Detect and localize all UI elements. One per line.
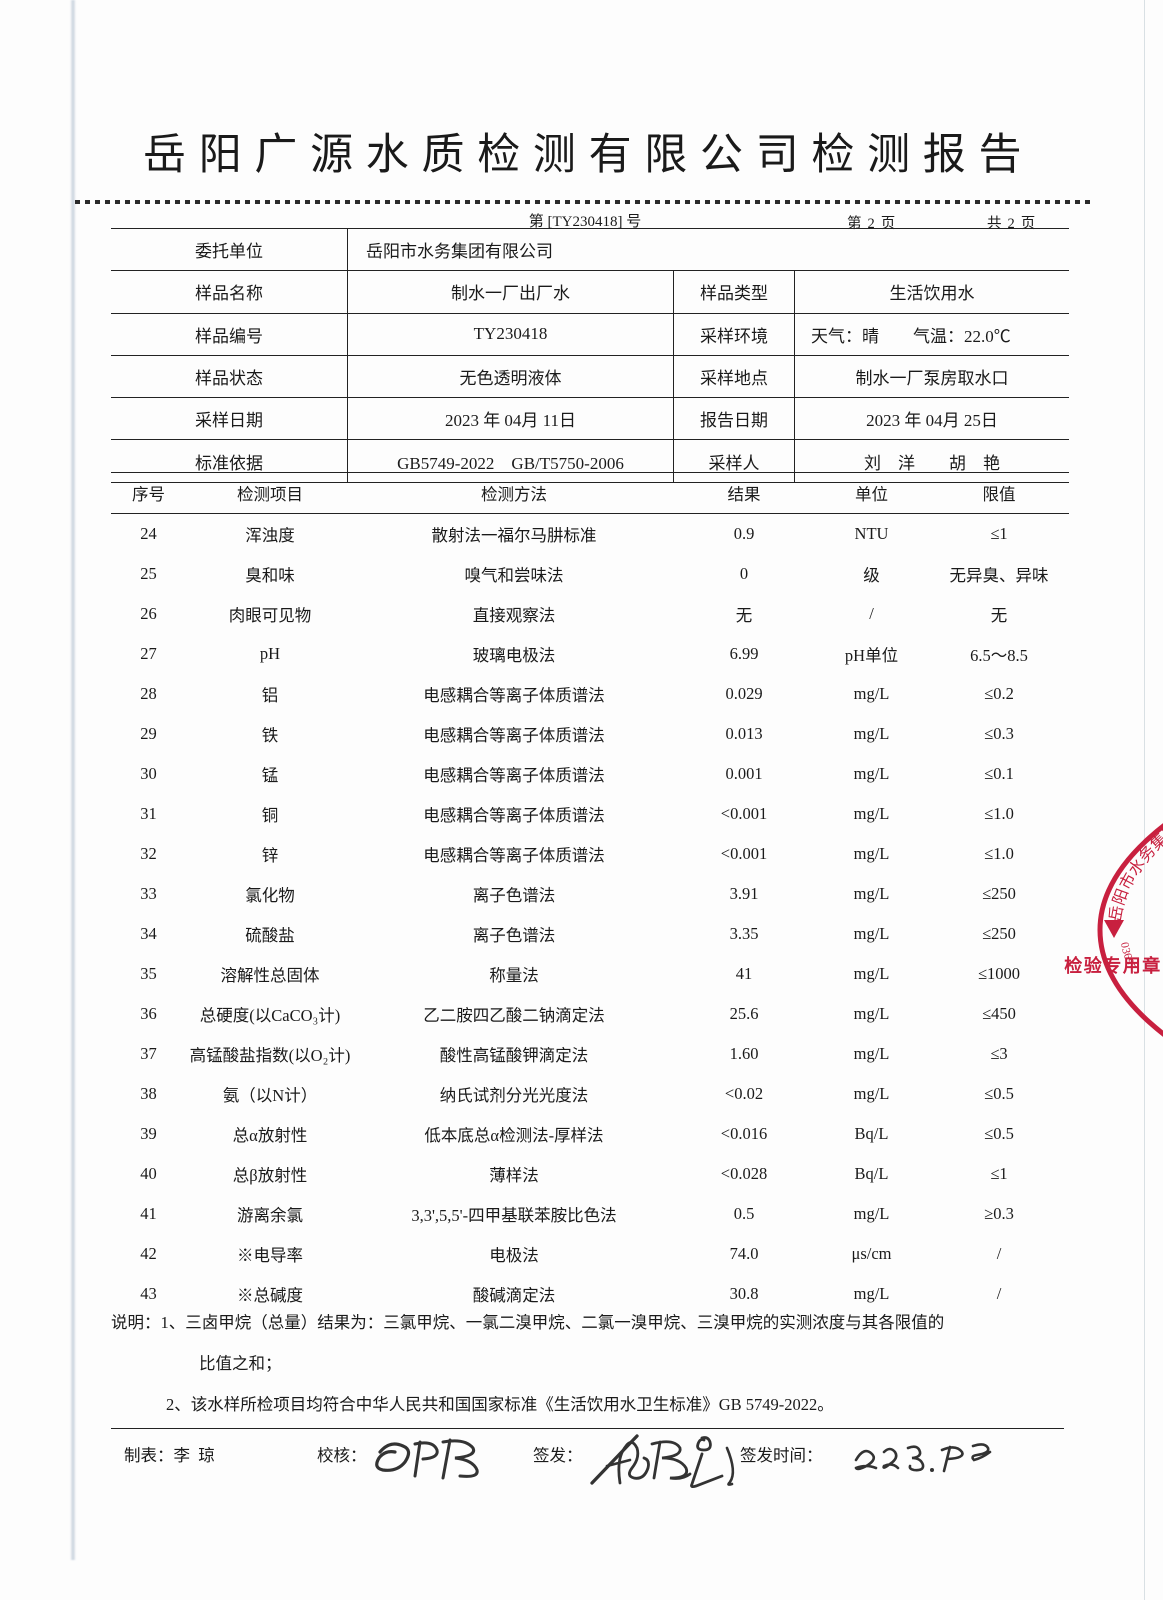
svg-text:岳阳市水务集团检测有限公司: 岳阳市水务集团检测有限公司 — [1106, 768, 1163, 923]
svg-text:检验专用章: 检验专用章 — [1064, 955, 1162, 976]
svg-text:03697: 03697 — [1118, 941, 1138, 972]
